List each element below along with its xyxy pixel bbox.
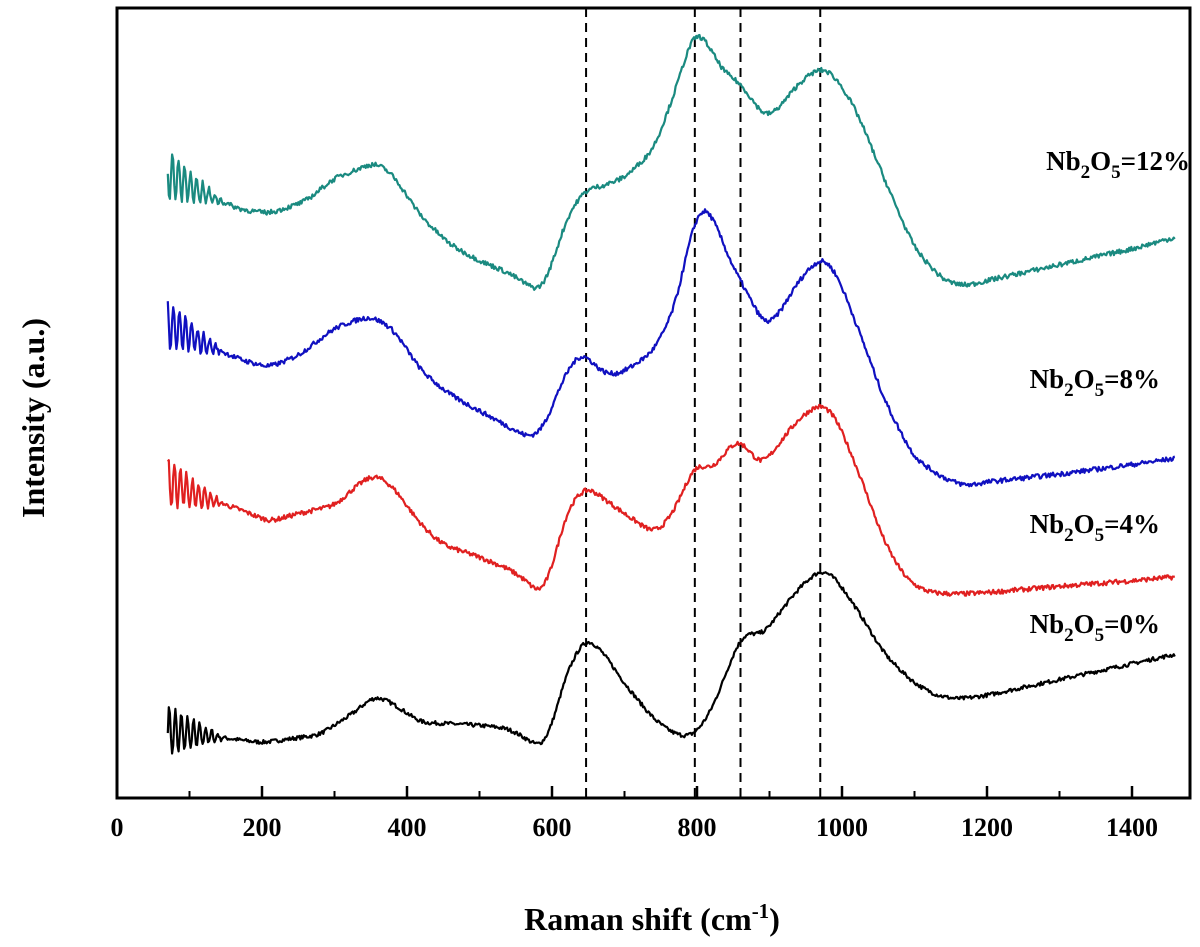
- series-label-4pct: Nb2O5=4%: [1030, 509, 1160, 546]
- series-label-0pct: Nb2O5=0%: [1030, 609, 1160, 646]
- reference-lines: [585, 8, 822, 798]
- x-tick-label-0: 0: [111, 813, 124, 842]
- x-tick-label-1000: 1000: [816, 813, 868, 842]
- x-tick-label-1400: 1400: [1106, 813, 1158, 842]
- series-group: [166, 33, 1176, 755]
- series-line-0pct: [166, 571, 1176, 755]
- x-tick-label-600: 600: [533, 813, 572, 842]
- y-axis-title: Intensity (a.u.): [15, 318, 51, 518]
- x-axis-title: Raman shift (cm-1): [524, 899, 780, 937]
- series-label-12pct: Nb2O5=12%: [1046, 146, 1190, 183]
- x-tick-label-1200: 1200: [961, 813, 1013, 842]
- x-tick-label-800: 800: [678, 813, 717, 842]
- series-line-4pct: [166, 403, 1176, 597]
- series-line-12pct: [166, 33, 1176, 291]
- x-axis: 0 200 400 600 800 1000 1200 1400: [111, 786, 1158, 842]
- plot-frame: [115, 6, 1192, 800]
- series-line-8pct: [166, 208, 1176, 488]
- series-label-8pct: Nb2O5=8%: [1030, 364, 1160, 401]
- x-tick-label-200: 200: [243, 813, 282, 842]
- x-tick-label-400: 400: [388, 813, 427, 842]
- series-labels: Nb2O5=0% Nb2O5=4% Nb2O5=8% Nb2O5=12%: [1030, 146, 1190, 646]
